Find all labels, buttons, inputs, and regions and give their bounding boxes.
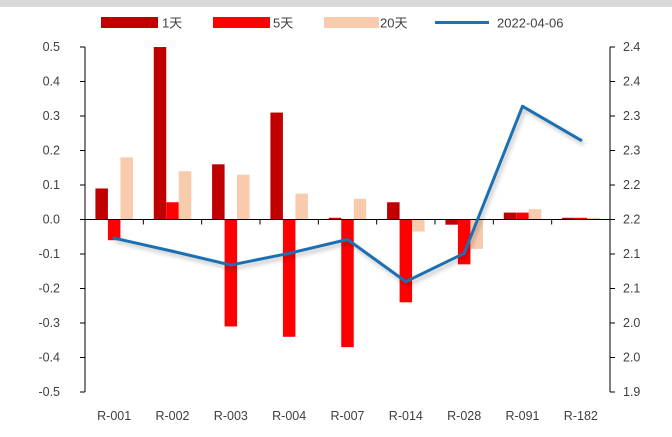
line-layer: [112, 104, 583, 284]
legend-label-1天: 1天: [162, 16, 182, 31]
line-point-R-001: [112, 236, 116, 240]
left-tick-label: -0.3: [38, 316, 60, 330]
left-tick-label: 0.4: [43, 75, 60, 89]
bar-20天-R-091: [528, 209, 542, 220]
bar-5天-R-007: [341, 219, 354, 348]
legend-swatch-20天: [324, 17, 379, 28]
line-point-R-182: [579, 138, 583, 142]
right-tick-label: 2.1: [623, 282, 640, 296]
bar-layer: [95, 47, 600, 348]
line-point-R-014: [404, 280, 408, 284]
legend: 1天 5天 20天 2022-04-06: [101, 16, 564, 31]
bar-20天-R-002: [178, 171, 192, 220]
category-label-R-007: R-007: [330, 409, 364, 423]
line-point-R-002: [171, 249, 174, 253]
bar-5天-R-182: [574, 217, 588, 220]
legend-swatch-1天: [101, 17, 158, 28]
bar-5天-R-002: [166, 202, 179, 220]
bar-5天-R-091: [516, 212, 529, 220]
right-tick-label: 2.2: [623, 213, 640, 227]
bar-20天-R-014: [412, 219, 425, 232]
bar-5天-R-014: [399, 219, 413, 303]
right-tick-label: 2.3: [623, 144, 640, 158]
category-label-R-001: R-001: [97, 409, 131, 423]
category-label-R-014: R-014: [389, 409, 423, 423]
bar-5天-R-003: [224, 219, 238, 327]
category-label-R-182: R-182: [564, 409, 598, 423]
right-tick-label: 2.0: [623, 316, 640, 330]
bar-20天-R-001: [120, 157, 133, 220]
left-tick-label: -0.2: [38, 282, 60, 296]
bar-5天-R-004: [282, 219, 296, 337]
bar-1天-R-091: [503, 212, 517, 220]
legend-label-2022-04-06: 2022-04-06: [497, 16, 564, 31]
right-tick-label: 1.9: [623, 385, 640, 399]
bar-1天-R-014: [387, 202, 400, 220]
bar-1天-R-001: [95, 188, 108, 220]
left-tick-label: 0.0: [43, 213, 60, 227]
bar-20天-R-182: [587, 217, 600, 220]
axes: -0.5 -0.4 -0.3 -0.2 -0.1 0.0 0.1 0.2 0.3 0.4 0.5 1.…: [38, 40, 640, 423]
category-label-R-003: R-003: [214, 409, 248, 423]
category-label-R-091: R-091: [505, 409, 539, 423]
legend-label-20天: 20天: [380, 16, 407, 31]
left-tick-label: 0.5: [43, 40, 60, 54]
line-point-R-091: [521, 104, 524, 108]
right-tick-label: 2.4: [623, 40, 640, 54]
legend-label-5天: 5天: [273, 16, 293, 31]
line-point-R-028: [462, 251, 466, 255]
top-border: [0, 0, 672, 7]
right-tick-label: 2.4: [623, 75, 640, 89]
legend-swatch-5天: [213, 17, 270, 28]
bar-20天-R-004: [295, 193, 308, 220]
right-tick-label: 2.2: [623, 178, 640, 192]
category-label-R-004: R-004: [272, 409, 306, 423]
bar-1天-R-182: [562, 217, 575, 220]
bar-1天-R-028: [445, 219, 458, 225]
bar-5天-R-001: [107, 219, 121, 241]
left-tick-label: -0.5: [38, 385, 60, 399]
left-tick-label: 0.1: [43, 178, 60, 192]
left-tick-label: -0.1: [38, 247, 60, 261]
left-tick-label: -0.4: [38, 351, 60, 365]
bar-1天-R-003: [212, 164, 225, 220]
line-point-R-004: [287, 251, 291, 255]
right-tick-label: 2.1: [623, 247, 640, 261]
right-tick-label: 2.3: [623, 109, 640, 123]
bar-20天-R-003: [237, 174, 250, 220]
category-label-R-002: R-002: [155, 409, 189, 423]
bar-5天-R-028: [457, 219, 471, 265]
left-tick-label: 0.2: [43, 144, 60, 158]
category-label-R-028: R-028: [447, 409, 481, 423]
bar-20天-R-007: [353, 198, 367, 220]
bar-1天-R-007: [328, 217, 342, 220]
line-point-R-007: [346, 238, 349, 242]
right-tick-label: 2.0: [623, 351, 640, 365]
line-point-R-003: [229, 263, 233, 267]
bar-1天-R-002: [153, 47, 167, 220]
bar-1天-R-004: [270, 112, 283, 220]
left-tick-label: 0.3: [43, 109, 60, 123]
